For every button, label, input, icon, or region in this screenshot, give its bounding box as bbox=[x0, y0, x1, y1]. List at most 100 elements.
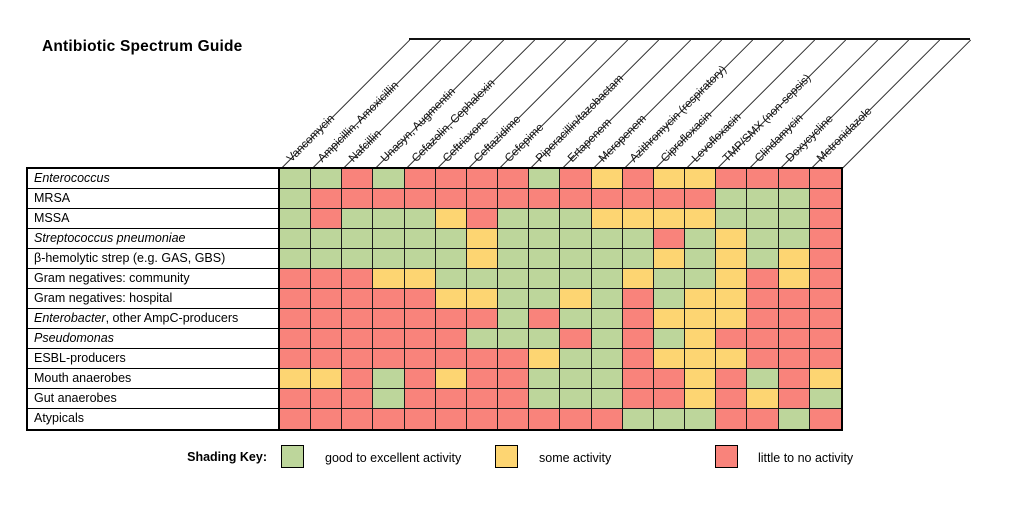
grid-cell bbox=[778, 409, 810, 429]
grid-cell bbox=[373, 269, 405, 289]
grid-cell bbox=[747, 229, 779, 249]
organism-label: Pseudomonas bbox=[28, 329, 278, 349]
grid-cell bbox=[435, 349, 467, 369]
grid-cell bbox=[404, 349, 436, 369]
grid-cell bbox=[280, 389, 312, 409]
organism-label: Atypicals bbox=[28, 409, 278, 428]
grid-cell bbox=[529, 189, 561, 209]
grid-cell bbox=[778, 329, 810, 349]
grid-cell bbox=[747, 249, 779, 269]
grid-cell bbox=[466, 209, 499, 229]
grid-cell bbox=[342, 229, 374, 249]
grid-cell bbox=[342, 389, 374, 409]
grid-cell bbox=[404, 209, 436, 229]
grid-cell bbox=[498, 229, 530, 249]
grid-cell bbox=[342, 409, 374, 429]
grid-cell bbox=[498, 409, 530, 429]
organism-label: Gram negatives: hospital bbox=[28, 289, 278, 309]
organism-label: Enterococcus bbox=[28, 169, 278, 189]
organism-name: β-hemolytic strep (e.g. GAS, GBS) bbox=[34, 251, 226, 265]
organism-name: , other AmpC-producers bbox=[105, 311, 239, 325]
grid-cell bbox=[685, 229, 717, 249]
grid-cell bbox=[778, 249, 810, 269]
grid-cell bbox=[747, 349, 779, 369]
grid-cell bbox=[466, 389, 499, 409]
grid-cell bbox=[591, 329, 623, 349]
grid-cell bbox=[716, 329, 748, 349]
organism-name: MRSA bbox=[34, 191, 71, 205]
grid-cell bbox=[653, 229, 686, 249]
organism-name: Enterobacter bbox=[34, 311, 106, 325]
grid-cell bbox=[311, 289, 343, 309]
grid-cell bbox=[560, 269, 592, 289]
grid-cell bbox=[747, 409, 779, 429]
grid-cell bbox=[404, 289, 436, 309]
grid-cell bbox=[685, 389, 717, 409]
legend-label-some: some activity bbox=[539, 451, 612, 465]
grid-cell bbox=[747, 209, 779, 229]
grid-cell bbox=[809, 309, 841, 329]
grid-cell bbox=[653, 329, 686, 349]
grid-cell bbox=[622, 369, 654, 389]
grid-cell bbox=[466, 189, 499, 209]
grid-cell bbox=[280, 369, 312, 389]
organism-name: Gut anaerobes bbox=[34, 391, 117, 405]
grid-cell bbox=[809, 289, 841, 309]
grid-cell bbox=[311, 189, 343, 209]
grid-cell bbox=[498, 249, 530, 269]
grid-cell bbox=[435, 369, 467, 389]
grid-cell bbox=[778, 389, 810, 409]
organism-name: Gram negatives: hospital bbox=[34, 291, 173, 305]
grid-cell bbox=[311, 329, 343, 349]
grid-cell bbox=[466, 369, 499, 389]
grid-cell bbox=[653, 349, 686, 369]
grid-cell bbox=[778, 369, 810, 389]
grid-cell bbox=[498, 209, 530, 229]
legend-swatch-none bbox=[715, 445, 738, 468]
grid-cell bbox=[498, 369, 530, 389]
grid-cell bbox=[622, 289, 654, 309]
grid-cell bbox=[435, 169, 467, 189]
organism-label: Streptococcus pneumoniae bbox=[28, 229, 278, 249]
grid-cell bbox=[466, 169, 499, 189]
grid-cell bbox=[280, 289, 312, 309]
grid-cell bbox=[373, 249, 405, 269]
grid-cell bbox=[716, 389, 748, 409]
grid-cell bbox=[622, 169, 654, 189]
header-top-border bbox=[409, 38, 970, 40]
grid-cell bbox=[498, 329, 530, 349]
grid-cell bbox=[342, 349, 374, 369]
grid-cell bbox=[435, 289, 467, 309]
grid-cell bbox=[466, 409, 499, 429]
organism-name: Streptococcus pneumoniae bbox=[34, 231, 186, 245]
grid-cell bbox=[342, 369, 374, 389]
organism-labels: Enterococcus MRSA MSSA Streptococcus pneumo… bbox=[28, 169, 278, 429]
grid-cell bbox=[653, 249, 686, 269]
grid-cell bbox=[716, 169, 748, 189]
grid-cell bbox=[591, 389, 623, 409]
grid-cell bbox=[529, 229, 561, 249]
grid-cell bbox=[435, 269, 467, 289]
legend-swatch-good bbox=[281, 445, 304, 468]
grid-cell bbox=[435, 309, 467, 329]
grid-cell bbox=[373, 389, 405, 409]
grid-cell bbox=[685, 349, 717, 369]
grid-cell bbox=[435, 209, 467, 229]
grid-cell bbox=[466, 229, 499, 249]
grid-cell bbox=[373, 229, 405, 249]
grid-cell bbox=[311, 389, 343, 409]
grid-cell bbox=[747, 309, 779, 329]
grid-cell bbox=[435, 189, 467, 209]
grid-cell bbox=[560, 249, 592, 269]
grid-cell bbox=[809, 369, 841, 389]
grid-cell bbox=[404, 269, 436, 289]
grid-cell bbox=[653, 409, 686, 429]
organism-label: Gut anaerobes bbox=[28, 389, 278, 409]
grid-cell bbox=[778, 169, 810, 189]
grid-cell bbox=[778, 189, 810, 209]
grid-cell bbox=[653, 269, 686, 289]
grid-cell bbox=[622, 189, 654, 209]
organism-name: Enterococcus bbox=[34, 171, 110, 185]
legend-label-none: little to no activity bbox=[758, 451, 854, 465]
grid-cell bbox=[685, 269, 717, 289]
